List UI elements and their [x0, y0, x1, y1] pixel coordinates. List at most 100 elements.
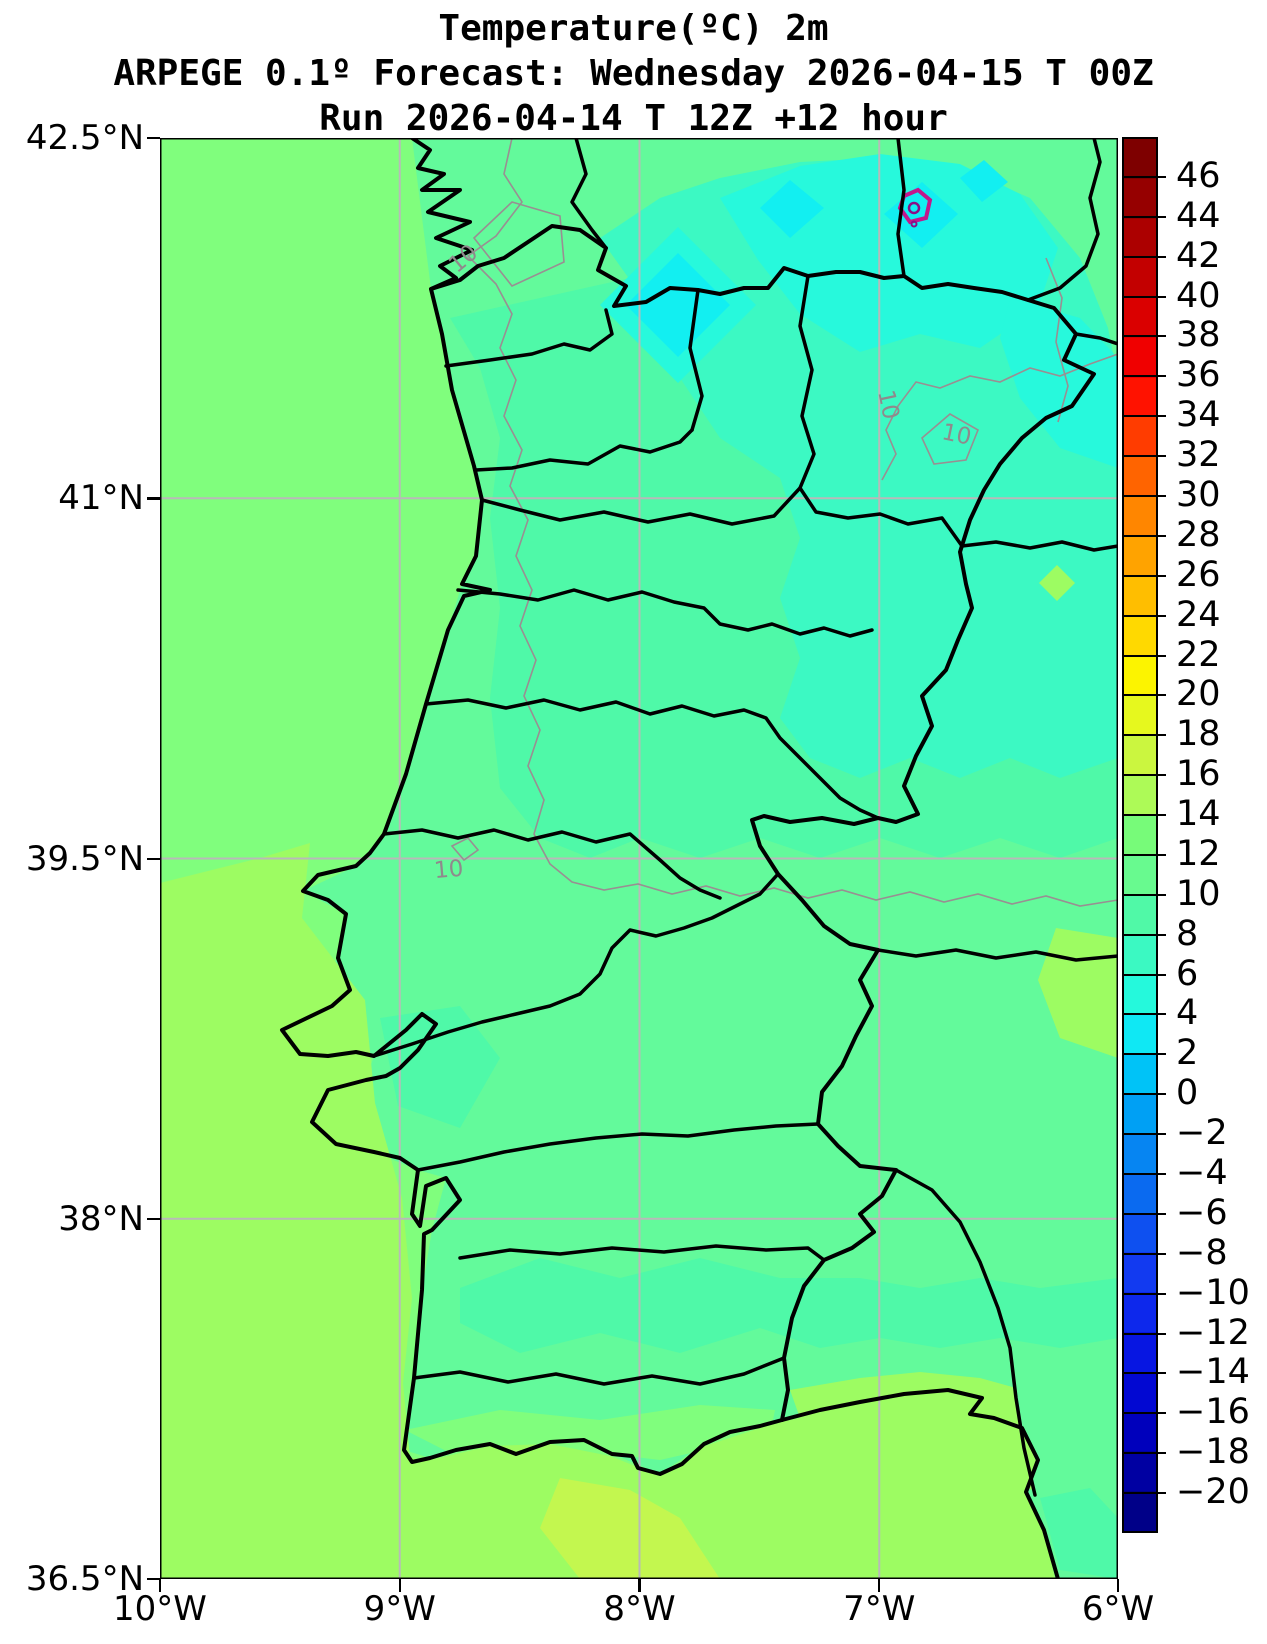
- colorbar-segment: [1124, 1172, 1156, 1213]
- colorbar-segment: [1124, 1331, 1156, 1372]
- colorbar-segment: [1124, 695, 1156, 736]
- x-axis-tick-mark: [878, 1579, 881, 1592]
- isotherm-10c-loop-coast: [450, 837, 480, 862]
- colorbar-tick-mark: [1122, 1013, 1166, 1016]
- x-axis-tick-mark: [1116, 1579, 1120, 1592]
- x-axis-tick-label: 9°W: [363, 1589, 436, 1629]
- y-axis-tick-label: 41°N: [58, 478, 144, 519]
- colorbar-segment: [1124, 974, 1156, 1014]
- y-axis-tick-label: 42.5°N: [25, 118, 144, 158]
- colorbar-tick-label: 2: [1176, 1033, 1199, 1074]
- x-axis-tick-label: 10°W: [113, 1589, 207, 1629]
- colorbar-tick-mark: [1122, 1252, 1166, 1255]
- colorbar-segment: [1124, 815, 1156, 855]
- colorbar-tick-label: 18: [1176, 714, 1221, 755]
- y-axis-tick-mark: [147, 1578, 160, 1581]
- colorbar-tick-label: 30: [1176, 474, 1221, 515]
- y-axis-tick-mark: [147, 137, 160, 140]
- colorbar-segment: [1124, 337, 1156, 378]
- colorbar-tick-mark: [1122, 774, 1166, 777]
- colorbar-segment: [1124, 139, 1156, 179]
- colorbar-tick-mark: [1122, 415, 1166, 418]
- colorbar-tick-label: 6: [1176, 953, 1199, 994]
- colorbar-tick-label: 12: [1176, 833, 1221, 874]
- colorbar-tick-mark: [1122, 654, 1166, 657]
- colorbar-tick-label: 4: [1176, 993, 1199, 1034]
- colorbar-segment: [1124, 1013, 1156, 1054]
- contour-label-10: 10: [433, 856, 464, 884]
- cold-core-dot: [910, 220, 918, 228]
- colorbar-segment: [1124, 775, 1156, 816]
- colorbar-tick-mark: [1122, 1173, 1166, 1176]
- colorbar-tick-label: 26: [1176, 554, 1221, 595]
- chart-title: Temperature(ºC) 2m: [438, 8, 829, 49]
- colorbar-tick-mark: [1122, 215, 1166, 218]
- colorbar-tick-mark: [1122, 734, 1166, 737]
- x-axis-tick-label: 8°W: [603, 1589, 676, 1629]
- colorbar-segment: [1124, 1371, 1156, 1412]
- colorbar-tick-label: 38: [1176, 315, 1221, 356]
- colorbar-tick-mark: [1122, 614, 1166, 617]
- colorbar-segment: [1124, 1093, 1156, 1134]
- colorbar-tick-mark: [1122, 455, 1166, 458]
- colorbar-segment: [1124, 1411, 1156, 1452]
- colorbar-tick-mark: [1122, 1053, 1166, 1056]
- colorbar-tick-label: 44: [1176, 195, 1221, 236]
- colorbar-tick-label: 8: [1176, 913, 1199, 954]
- colorbar-segment: [1124, 894, 1156, 935]
- colorbar-tick-label: 14: [1176, 794, 1221, 835]
- colorbar-tick-mark: [1122, 1212, 1166, 1215]
- colorbar-tick-mark: [1122, 853, 1166, 856]
- colorbar-segment: [1124, 1133, 1156, 1173]
- colorbar-tick-label: 34: [1176, 395, 1221, 436]
- colorbar-tick-mark: [1122, 1492, 1166, 1495]
- colorbar-tick-mark: [1122, 375, 1166, 378]
- chart-subtitle: ARPEGE 0.1º Forecast: Wednesday 2026-04-…: [113, 53, 1154, 94]
- colorbar-segment: [1124, 735, 1156, 776]
- colorbar-tick-mark: [1122, 814, 1166, 817]
- colorbar-tick-label: 28: [1176, 514, 1221, 555]
- colorbar-tick-mark: [1122, 534, 1166, 537]
- colorbar-tick-mark: [1122, 694, 1166, 697]
- colorbar-tick-label: −2: [1176, 1113, 1228, 1154]
- colorbar-segment: [1124, 1451, 1156, 1492]
- y-axis-tick-label: 38°N: [58, 1198, 144, 1239]
- colorbar-segment: [1124, 1252, 1156, 1293]
- colorbar-tick-mark: [1122, 973, 1166, 976]
- colorbar-tick-mark: [1122, 295, 1166, 298]
- y-axis-tick-mark: [147, 1217, 160, 1221]
- colorbar-tick-label: 24: [1176, 594, 1221, 635]
- isotherm-10c-loop-braga: [472, 201, 565, 287]
- colorbar-segment: [1124, 616, 1156, 656]
- contour-label-10: 10: [940, 419, 974, 451]
- y-axis-tick-label: 36.5°N: [25, 1559, 144, 1599]
- coastline: [280, 138, 1060, 1579]
- colorbar-tick-label: −16: [1176, 1392, 1250, 1433]
- colorbar-tick-mark: [1122, 574, 1166, 577]
- colorbar-tick-mark: [1122, 255, 1166, 258]
- x-axis-tick-mark: [638, 1579, 641, 1592]
- x-axis-tick-label: 7°W: [843, 1589, 916, 1629]
- colorbar-tick-label: −8: [1176, 1232, 1228, 1273]
- colorbar-tick-mark: [1122, 1093, 1166, 1096]
- colorbar-tick-label: −10: [1176, 1272, 1250, 1313]
- title-block: Temperature(ºC) 2m ARPEGE 0.1º Forecast:…: [0, 6, 1267, 141]
- colorbar-segment: [1124, 496, 1156, 537]
- colorbar-tick-label: −20: [1176, 1472, 1250, 1513]
- cold-core-inner-ring: [907, 201, 921, 215]
- x-axis-tick-mark: [158, 1579, 162, 1592]
- graticule-layer: [160, 138, 1118, 1579]
- colorbar-tick-mark: [1122, 494, 1166, 497]
- portugal-spain-border: [429, 224, 1096, 1422]
- colorbar-tick-label: −12: [1176, 1312, 1250, 1353]
- colorbar-tick-mark: [1122, 933, 1166, 936]
- colorbar-segment: [1124, 1053, 1156, 1094]
- colorbar-tick-label: 40: [1176, 275, 1221, 316]
- colorbar-segment: [1124, 417, 1156, 458]
- isotherm-10c-loop-east: [921, 413, 980, 465]
- colorbar-tick-label: 32: [1176, 435, 1221, 476]
- colorbar-segment: [1124, 854, 1156, 895]
- colorbar-segment: [1124, 1292, 1156, 1332]
- colorbar-tick-mark: [1122, 335, 1166, 338]
- spanish-province-boundaries: [570, 138, 1118, 1497]
